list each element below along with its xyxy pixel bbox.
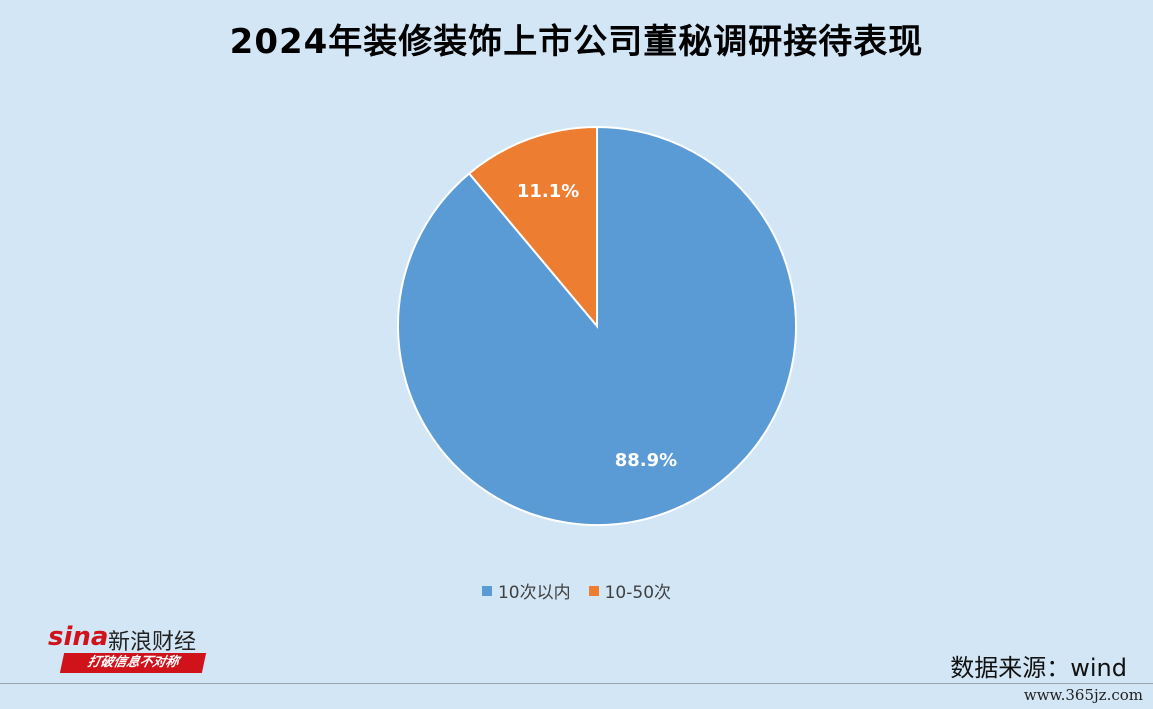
logo-slogan: 打破信息不对称 xyxy=(59,653,207,673)
chart-title: 2024年装修装饰上市公司董秘调研接待表现 xyxy=(229,22,924,62)
data-source: 数据来源：wind xyxy=(950,654,1127,682)
sina-finance-logo: sina 新浪财经 打破信息不对称 xyxy=(48,622,208,674)
pie-label-0: 88.9% xyxy=(615,450,677,471)
legend-swatch-0 xyxy=(481,585,492,596)
pie-slice-0 xyxy=(397,125,797,526)
legend-label-0: 10次以内 xyxy=(497,583,571,603)
logo-brand-cn: 新浪财经 xyxy=(108,630,197,655)
logo-brand: sina xyxy=(48,622,109,652)
pie-slice-1 xyxy=(467,125,598,329)
bottom-divider xyxy=(0,683,1153,684)
legend-swatch-1 xyxy=(588,585,599,596)
legend-item-1: 10-50次 xyxy=(588,578,672,603)
watermark: www.365jz.com xyxy=(1023,686,1143,704)
pie-label-1: 11.1% xyxy=(517,181,579,202)
legend-label-1: 10-50次 xyxy=(604,583,672,603)
legend: 10次以内 10-50次 xyxy=(0,578,1153,603)
legend-item-0: 10次以内 xyxy=(481,578,571,603)
